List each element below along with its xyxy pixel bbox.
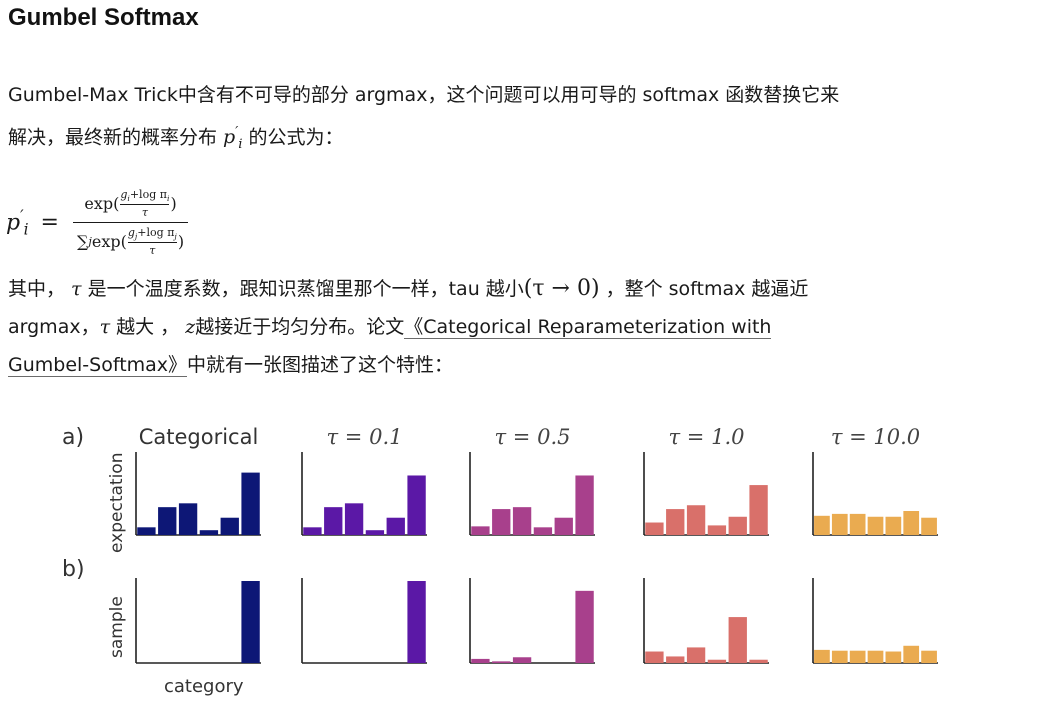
- bar-expectation-3-5: [749, 485, 768, 535]
- bar-expectation-3-4: [728, 516, 747, 535]
- bar-expectation-1-4: [386, 517, 405, 535]
- bar-expectation-2-3: [533, 527, 553, 535]
- explain-line-1: 其中， τ 是一个温度系数，跟知识蒸馏里那个一样，tau 越小(τ → 0) ，…: [8, 276, 809, 301]
- softmax-formula: p′i = exp( gi+log πi τ ) ∑ j exp( gj+log π…: [6, 188, 189, 258]
- bar-expectation-0-0: [137, 527, 156, 535]
- bar-sample-4-2: [849, 650, 866, 663]
- explain-paragraph: 其中， τ 是一个温度系数，跟知识蒸馏里那个一样，tau 越小(τ → 0) ，…: [8, 270, 808, 384]
- formula-numerator: exp( gi+log πi τ ): [84, 188, 177, 220]
- bar-sample-4-4: [885, 651, 902, 663]
- bar-sample-4-3: [867, 650, 884, 663]
- y-label-expectation: expectation: [107, 453, 127, 553]
- bar-sample-3-5: [749, 659, 768, 663]
- row-a-label: a): [62, 425, 84, 450]
- bar-expectation-0-1: [158, 507, 177, 535]
- bar-expectation-3-2: [686, 505, 706, 535]
- bar-sample-3-1: [666, 656, 685, 663]
- intro-line-1: Gumbel-Max Trick中含有不可导的部分 argmax，这个问题可以用…: [8, 84, 840, 106]
- bar-sample-4-6: [921, 650, 937, 663]
- panel-title-1: τ = 0.1: [327, 425, 403, 449]
- intro-paragraph: Gumbel-Max Trick中含有不可导的部分 argmax，这个问题可以用…: [8, 76, 839, 164]
- x-label-category: category: [164, 676, 244, 697]
- bar-expectation-4-3: [867, 516, 884, 535]
- bar-sample-4-1: [831, 650, 848, 663]
- panel-title-2: τ = 0.5: [495, 425, 571, 449]
- bar-sample-3-0: [645, 651, 664, 663]
- bar-expectation-4-6: [921, 517, 937, 535]
- bar-sample-3-2: [686, 647, 706, 663]
- paper-link-cont[interactable]: Gumbel-Softmax》: [8, 354, 188, 377]
- bar-expectation-4-0: [814, 515, 830, 535]
- gumbel-softmax-figure: a) b) expectation sample category Catego…: [0, 410, 1057, 713]
- bar-expectation-1-5: [407, 475, 426, 535]
- bar-sample-0-5: [241, 581, 260, 663]
- panel-title-3: τ = 1.0: [669, 425, 745, 449]
- bar-expectation-1-0: [303, 527, 322, 535]
- bar-expectation-3-3: [707, 525, 727, 535]
- bar-expectation-3-0: [645, 522, 664, 535]
- bar-expectation-0-3: [199, 530, 219, 535]
- bar-sample-4-0: [814, 649, 830, 663]
- bar-expectation-1-1: [324, 507, 343, 535]
- intro-line-2: 解决，最终新的概率分布 p′i 的公式为：: [8, 114, 839, 164]
- bar-expectation-4-1: [831, 513, 848, 535]
- row-b-label: b): [62, 557, 85, 582]
- bar-sample-4-5: [903, 645, 920, 663]
- intro-line-2-text: 解决，最终新的概率分布: [8, 126, 224, 149]
- bar-expectation-2-1: [492, 509, 511, 535]
- bar-sample-3-4: [728, 617, 747, 663]
- bar-sample-1-5: [407, 581, 426, 663]
- bar-expectation-1-3: [365, 530, 385, 535]
- bar-sample-2-0: [471, 658, 490, 663]
- explain-line-2: argmax，τ 越大 ， z越接近于均匀分布。论文《Categorical R…: [8, 316, 772, 339]
- formula-equals: =: [40, 210, 59, 236]
- figure-svg: a) b) expectation sample category Catego…: [62, 425, 938, 697]
- bar-expectation-4-4: [885, 516, 902, 535]
- bar-expectation-2-0: [471, 526, 490, 535]
- panel-title-4: τ = 10.0: [831, 425, 920, 449]
- bar-expectation-0-4: [220, 517, 239, 535]
- formula-denominator: ∑ j exp( gj+log πj τ ): [76, 226, 185, 258]
- bar-expectation-4-2: [849, 513, 866, 535]
- bar-expectation-0-2: [178, 503, 198, 535]
- formula-fraction: exp( gi+log πi τ ) ∑ j exp( gj+log πj τ ): [72, 188, 189, 258]
- explain-line-3: Gumbel-Softmax》中就有一张图描述了这个特性：: [8, 354, 454, 377]
- bar-sample-3-3: [707, 659, 727, 663]
- inline-var-p: p′i: [223, 125, 243, 153]
- bar-expectation-4-5: [903, 511, 920, 535]
- y-label-sample: sample: [107, 596, 127, 658]
- bar-expectation-2-5: [575, 475, 594, 535]
- bar-sample-2-2: [512, 657, 532, 663]
- intro-line-2-end: 的公式为：: [242, 126, 344, 149]
- panel-title-0: Categorical: [139, 425, 259, 449]
- bar-expectation-2-2: [512, 507, 532, 535]
- bar-expectation-3-1: [666, 509, 685, 535]
- paper-link[interactable]: 《Categorical Reparameterization with: [404, 316, 772, 339]
- formula-lhs: p′i: [6, 206, 29, 239]
- bar-sample-2-1: [492, 661, 511, 663]
- bar-sample-2-5: [575, 590, 594, 663]
- bar-expectation-1-2: [344, 503, 364, 535]
- page-title: Gumbel Softmax: [8, 4, 199, 31]
- bar-expectation-2-4: [554, 517, 573, 535]
- bar-expectation-0-5: [241, 472, 260, 535]
